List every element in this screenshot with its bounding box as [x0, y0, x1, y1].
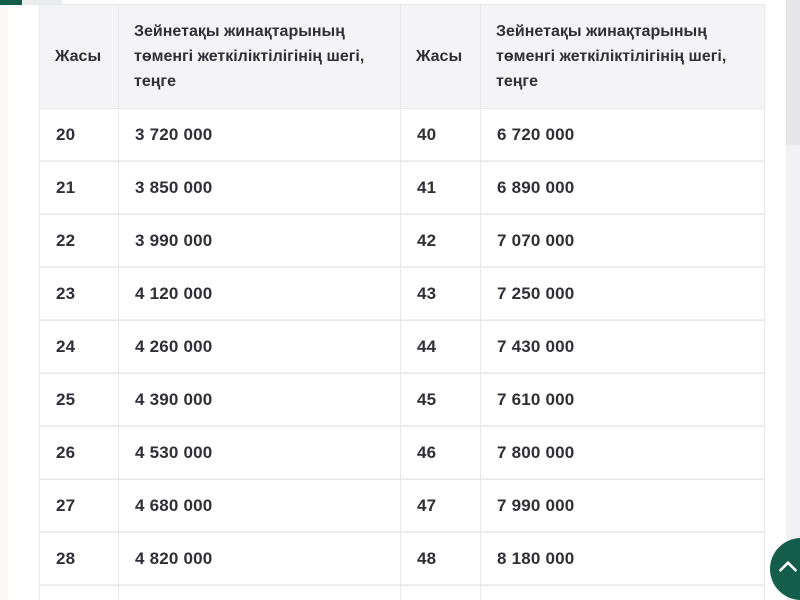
table-row: 28 4 820 000 48 8 180 000	[39, 532, 765, 586]
page-edge-strip	[0, 5, 8, 600]
pension-threshold-table: Жасы Зейнетақы жинақтарының төменгі жетк…	[39, 4, 765, 600]
scroll-to-top-button[interactable]	[770, 538, 800, 600]
amount-cell: 7 990 000	[480, 479, 765, 533]
table-row: 25 4 390 000 45 7 610 000	[39, 373, 765, 427]
amount-cell: 6 890 000	[480, 161, 765, 215]
age-cell: 21	[39, 161, 119, 215]
table-row: 27 4 680 000 47 7 990 000	[39, 479, 765, 533]
amount-cell	[118, 585, 401, 600]
table-row-partial	[39, 585, 765, 600]
table-row: 20 3 720 000 40 6 720 000	[39, 108, 765, 162]
age-cell: 43	[400, 267, 481, 321]
pension-threshold-table-container: Жасы Зейнетақы жинақтарының төменгі жетк…	[39, 4, 765, 600]
col-header-age-right: Жасы	[400, 4, 481, 109]
age-cell: 26	[39, 426, 119, 480]
amount-cell: 6 720 000	[480, 108, 765, 162]
age-cell: 27	[39, 479, 119, 533]
col-header-threshold-right: Зейнетақы жинақтарының төменгі жеткілікт…	[480, 4, 765, 109]
age-cell: 28	[39, 532, 119, 586]
amount-cell: 7 800 000	[480, 426, 765, 480]
col-header-threshold-left: Зейнетақы жинақтарының төменгі жеткілікт…	[118, 4, 401, 109]
table-row: 23 4 120 000 43 7 250 000	[39, 267, 765, 321]
amount-cell: 3 990 000	[118, 214, 401, 268]
amount-cell: 3 850 000	[118, 161, 401, 215]
scrollbar-thumb[interactable]	[786, 0, 800, 145]
amount-cell: 4 390 000	[118, 373, 401, 427]
col-header-age-left: Жасы	[39, 4, 119, 109]
amount-cell: 4 820 000	[118, 532, 401, 586]
amount-cell: 3 720 000	[118, 108, 401, 162]
table-row: 22 3 990 000 42 7 070 000	[39, 214, 765, 268]
age-cell: 41	[400, 161, 481, 215]
age-cell	[400, 585, 481, 600]
amount-cell: 8 180 000	[480, 532, 765, 586]
age-cell: 45	[400, 373, 481, 427]
amount-cell: 7 610 000	[480, 373, 765, 427]
scrollbar-track[interactable]	[786, 0, 800, 600]
age-cell: 24	[39, 320, 119, 374]
table-row: 21 3 850 000 41 6 890 000	[39, 161, 765, 215]
amount-cell	[480, 585, 765, 600]
amount-cell: 4 260 000	[118, 320, 401, 374]
age-cell: 23	[39, 267, 119, 321]
table-row: 26 4 530 000 46 7 800 000	[39, 426, 765, 480]
table-row: 24 4 260 000 44 7 430 000	[39, 320, 765, 374]
amount-cell: 4 530 000	[118, 426, 401, 480]
age-cell: 48	[400, 532, 481, 586]
scroll-progress-track	[0, 0, 62, 5]
age-cell	[39, 585, 119, 600]
amount-cell: 4 680 000	[118, 479, 401, 533]
chevron-up-icon	[775, 554, 800, 584]
amount-cell: 7 070 000	[480, 214, 765, 268]
age-cell: 25	[39, 373, 119, 427]
age-cell: 20	[39, 108, 119, 162]
age-cell: 42	[400, 214, 481, 268]
amount-cell: 7 250 000	[480, 267, 765, 321]
scroll-progress-bar	[0, 0, 22, 5]
amount-cell: 4 120 000	[118, 267, 401, 321]
age-cell: 46	[400, 426, 481, 480]
age-cell: 44	[400, 320, 481, 374]
age-cell: 22	[39, 214, 119, 268]
age-cell: 40	[400, 108, 481, 162]
age-cell: 47	[400, 479, 481, 533]
amount-cell: 7 430 000	[480, 320, 765, 374]
table-header-row: Жасы Зейнетақы жинақтарының төменгі жетк…	[39, 4, 765, 109]
